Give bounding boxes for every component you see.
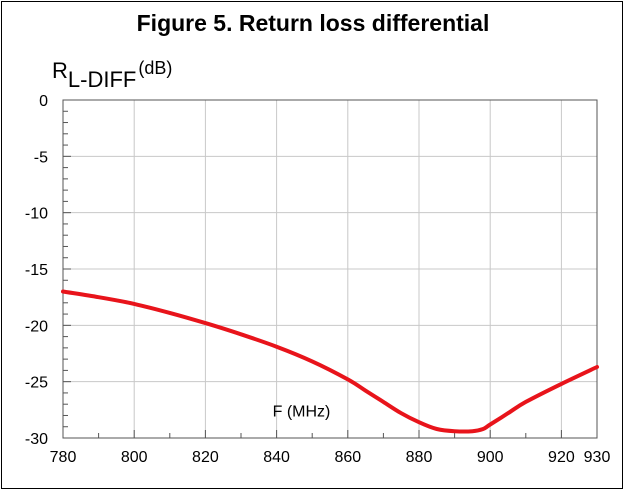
y-axis-label-unit: (dB) [138, 58, 173, 78]
x-tick-label: 880 [406, 449, 433, 466]
x-axis-label: F (MHz) [273, 404, 331, 421]
grid [63, 100, 597, 438]
return-loss-line [61, 289, 599, 434]
x-tick-label: 900 [477, 449, 504, 466]
x-tick-label: 840 [263, 449, 290, 466]
x-tick-label: 820 [192, 449, 219, 466]
x-tick-label: 780 [50, 449, 77, 466]
y-tick-label: -30 [25, 431, 48, 448]
y-tick-label: -25 [25, 375, 48, 392]
y-tick-label: -5 [34, 149, 48, 166]
y-tick-label: -20 [25, 318, 48, 335]
y-tick-labels: 0 -5 -10 -15 -20 -25 -30 [25, 93, 48, 448]
x-tick-label: 930 [584, 449, 611, 466]
series-group [61, 289, 599, 434]
x-tick-labels: 780 800 820 840 860 880 900 920 930 [50, 449, 611, 466]
y-tick-label: -10 [25, 206, 48, 223]
y-axis-label-main: R [52, 58, 68, 83]
x-tick-label: 920 [548, 449, 575, 466]
x-tick-label: 800 [121, 449, 148, 466]
y-axis-label-subscript: L-DIFF [67, 67, 137, 92]
y-tick-label: -15 [25, 262, 48, 279]
figure-title: Figure 5. Return loss differential [136, 10, 490, 36]
x-tick-label: 860 [334, 449, 361, 466]
y-tick-label: 0 [39, 93, 48, 110]
y-axis-label: RL-DIFF (dB) [52, 58, 173, 92]
plot-area-border [62, 99, 598, 439]
